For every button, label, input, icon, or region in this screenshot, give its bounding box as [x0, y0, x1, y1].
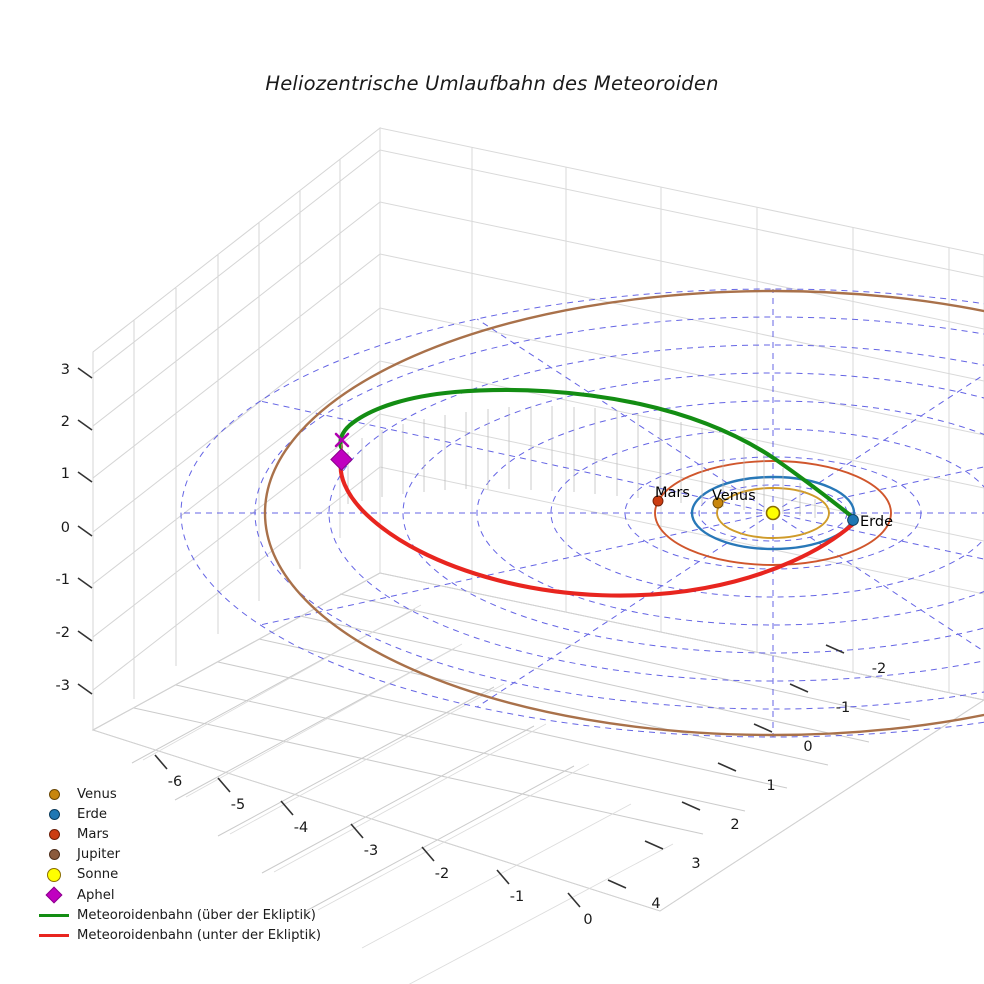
legend-item-venus: Venus	[34, 784, 334, 804]
venus-orbit	[716, 487, 830, 539]
y-tick: 3	[691, 856, 700, 872]
legend: Venus Erde Mars Jupiter Sonne	[34, 784, 334, 946]
legend-label: Sonne	[77, 867, 119, 883]
body-markers	[652, 495, 859, 526]
meteoroid-orbit-above-ecliptic	[338, 387, 858, 522]
pane-left-wall	[92, 126, 381, 731]
axes-3d-box	[91, 126, 984, 984]
legend-item-erde: Erde	[34, 804, 334, 824]
z-tick: 1	[61, 466, 70, 482]
pane-right-wall	[379, 127, 984, 701]
sonne-marker-icon	[34, 867, 74, 882]
z-tick: -1	[56, 572, 70, 588]
x-tick: -2	[435, 866, 449, 882]
x-tick: -4	[294, 820, 308, 836]
aphel-cross-icon	[334, 432, 350, 448]
y-tick: 0	[803, 739, 812, 755]
y-tick: 1	[766, 778, 775, 794]
legend-label: Meteoroidenbahn (über der Ekliptik)	[77, 907, 316, 923]
erde-marker-icon	[847, 514, 859, 526]
mars-marker-icon	[652, 495, 664, 507]
legend-label: Aphel	[77, 887, 115, 903]
axis-tick-marks	[77, 367, 845, 908]
venus-marker-icon	[712, 497, 724, 509]
legend-item-jupiter: Jupiter	[34, 845, 334, 865]
meteoroid-orbit-below-ecliptic	[338, 459, 856, 598]
aphel-markers	[330, 432, 353, 471]
z-tick: 2	[61, 414, 70, 430]
orbit-below-line-icon	[34, 934, 74, 937]
legend-item-orbit-above: Meteoroidenbahn (über der Ekliptik)	[34, 905, 334, 925]
venus-label: Venus	[712, 488, 756, 504]
erde-marker-icon	[34, 808, 74, 820]
x-tick: -5	[231, 797, 245, 813]
y-axis-tick-labels: -2 -1 0 1 2 3 4	[651, 661, 886, 912]
aphel-marker-icon	[330, 448, 353, 471]
z-tick: -3	[56, 678, 70, 694]
mars-marker-icon	[34, 828, 74, 840]
z-axis-tick-labels: 3 2 1 0 -1 -2 -3	[56, 362, 70, 694]
erde-label: Erde	[860, 514, 893, 530]
legend-label: Erde	[77, 806, 108, 822]
orbit-above-line-icon	[34, 913, 74, 917]
figure-title: Heliozentrische Umlaufbahn des Meteoroid…	[265, 72, 719, 95]
y-tick: -2	[872, 661, 886, 677]
y-tick: 2	[730, 817, 739, 833]
legend-label: Venus	[77, 786, 117, 802]
y-tick: 4	[651, 896, 660, 912]
legend-item-aphel: Aphel	[34, 885, 334, 905]
legend-item-mars: Mars	[34, 824, 334, 844]
x-tick: 0	[583, 912, 592, 928]
z-tick: -2	[56, 625, 70, 641]
jupiter-marker-icon	[34, 849, 74, 861]
aphel-marker-icon	[34, 886, 74, 904]
planet-orbits	[263, 289, 984, 737]
ecliptic-polar-grid	[180, 288, 984, 738]
sonne-marker-icon	[765, 505, 781, 521]
orbit-drop-stems	[347, 406, 816, 518]
y-tick: -1	[836, 700, 850, 716]
x-tick: -1	[510, 889, 524, 905]
erde-orbit	[690, 475, 856, 551]
mars-orbit	[654, 460, 892, 566]
polar-spokes	[181, 289, 984, 737]
z-tick: 0	[61, 520, 70, 536]
venus-marker-icon	[34, 788, 74, 800]
legend-label: Jupiter	[77, 847, 120, 863]
z-tick: 3	[61, 362, 70, 378]
legend-item-orbit-below: Meteoroidenbahn (unter der Ekliptik)	[34, 925, 334, 945]
legend-item-sonne: Sonne	[34, 865, 334, 885]
legend-label: Meteoroidenbahn (unter der Ekliptik)	[77, 927, 322, 943]
x-tick: -3	[364, 843, 378, 859]
body-labels: Mars Venus Erde	[655, 485, 893, 530]
jupiter-orbit	[263, 289, 984, 737]
floor-mesh	[142, 604, 674, 984]
x-axis-tick-labels: -6 -5 -4 -3 -2 -1 0	[168, 774, 593, 928]
mars-label: Mars	[655, 485, 690, 501]
floor-gridlines	[92, 572, 984, 912]
legend-label: Mars	[77, 826, 109, 842]
x-tick: -6	[168, 774, 182, 790]
